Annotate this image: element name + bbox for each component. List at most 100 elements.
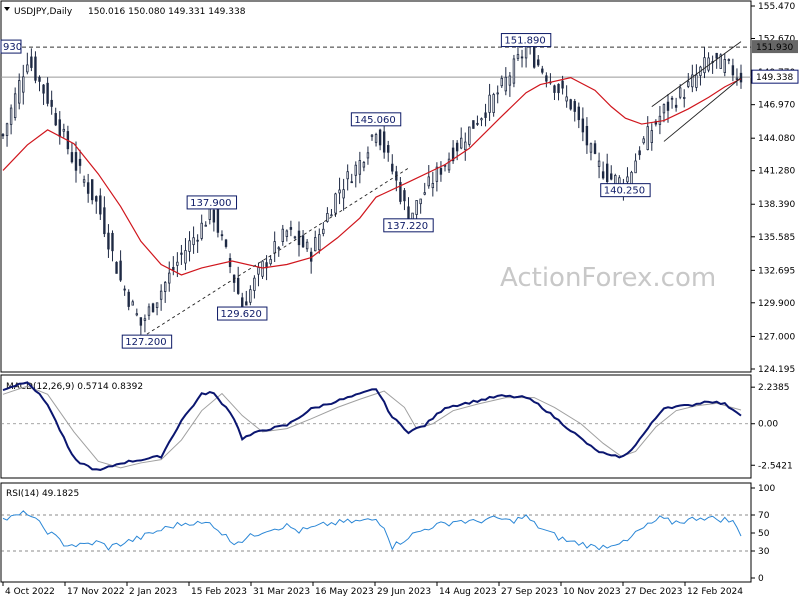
candle-body <box>532 47 536 68</box>
candle-body <box>610 173 613 180</box>
candle-body <box>358 160 362 175</box>
candle-body <box>537 59 540 66</box>
candle-body <box>159 290 163 300</box>
candle-body <box>135 313 139 316</box>
candle-body <box>289 227 293 230</box>
candle-body <box>666 101 670 111</box>
candle-body <box>91 179 94 201</box>
candle-body <box>111 232 114 252</box>
candle-body <box>362 162 366 168</box>
candle-body <box>561 80 564 89</box>
candle-body <box>703 57 706 74</box>
candle-body <box>378 129 382 146</box>
watermark: ActionForex.com <box>500 263 716 293</box>
symbol-header: USDJPY,Daily 150.016 150.080 149.331 149… <box>4 7 246 17</box>
candle-body <box>249 289 252 303</box>
x-tick-label: 15 Feb 2023 <box>191 587 247 597</box>
candle-body <box>674 104 678 108</box>
candle-body <box>569 99 572 110</box>
candle-body <box>86 182 90 194</box>
candle-body <box>168 272 171 284</box>
candle-body <box>119 260 122 281</box>
candle-body <box>350 181 353 184</box>
resistance-price-box <box>752 40 798 54</box>
y-tick-label: 141.280 <box>758 167 795 177</box>
candle-body <box>253 277 256 291</box>
candle-body <box>504 76 508 92</box>
candle-body <box>695 74 698 88</box>
price-annotation-box <box>600 183 651 198</box>
resistance-left-label: 930 <box>3 42 22 53</box>
y-tick-label: 135.585 <box>758 233 795 243</box>
candle-body <box>719 54 722 69</box>
candle-body <box>176 261 179 266</box>
candle-body <box>727 59 731 61</box>
price-annotation-label: 127.200 <box>125 337 166 348</box>
candle-body <box>581 118 585 133</box>
candle-body <box>488 94 491 113</box>
candle-body <box>54 113 57 126</box>
candle-body <box>650 130 653 143</box>
macd-y-tick-label: 2.2385 <box>758 383 790 393</box>
candle-body <box>46 82 49 104</box>
candle-body <box>662 104 666 114</box>
candle-body <box>707 57 710 71</box>
candle-body <box>107 232 110 250</box>
x-tick-label: 4 Oct 2022 <box>5 587 55 597</box>
candle-body <box>42 84 45 94</box>
x-tick-label: 17 Nov 2022 <box>67 587 125 597</box>
collapse-triangle-icon[interactable] <box>4 7 10 11</box>
candle-body <box>545 75 548 82</box>
candle-body <box>50 99 53 107</box>
candle-body <box>180 252 183 255</box>
candle-body <box>9 107 13 125</box>
price-annotation-box <box>121 334 173 349</box>
candle-body <box>391 163 394 172</box>
trendline-channel-lower-2 <box>663 77 742 142</box>
candle-body <box>585 125 589 146</box>
candle-body <box>34 56 37 81</box>
candle-body <box>228 258 232 268</box>
y-tick-label: 129.900 <box>758 299 795 309</box>
candle-body <box>1 134 5 137</box>
candle-body <box>95 196 98 202</box>
candle-body <box>277 247 280 250</box>
candle-body <box>382 131 386 153</box>
price-annotation-label: 140.250 <box>604 186 645 197</box>
candle-body <box>553 85 556 93</box>
y-tick-label: 132.695 <box>758 266 795 276</box>
candle-body <box>573 101 576 112</box>
candle-body <box>524 46 528 59</box>
candle-body <box>200 222 203 239</box>
trendline-channel-lower <box>146 167 409 335</box>
candle-body <box>58 119 61 137</box>
candle-body <box>399 181 402 202</box>
candle-body <box>236 277 240 294</box>
candle-body <box>18 80 21 104</box>
candle-body <box>589 143 593 153</box>
candle-body <box>516 54 520 59</box>
candle-body <box>103 207 106 235</box>
candle-body <box>224 239 228 247</box>
candle-body <box>318 234 321 251</box>
candle-body <box>512 58 516 84</box>
candle-body <box>464 141 467 151</box>
candle-body <box>435 166 439 182</box>
x-tick-label: 2 Jan 2023 <box>129 587 177 597</box>
y-tick-label: 155.470 <box>758 2 795 12</box>
candle-body <box>455 142 459 152</box>
candle-body <box>577 106 581 121</box>
candle-body <box>13 93 17 118</box>
price-annotation-label: 145.060 <box>354 115 395 126</box>
candle-body <box>638 150 641 156</box>
candle-body <box>387 145 390 153</box>
rsi-line <box>2 510 742 551</box>
candle-body <box>99 195 102 215</box>
candle-body <box>366 152 370 159</box>
candle-body <box>557 83 560 94</box>
candle-body <box>354 164 357 176</box>
candle-body <box>423 192 426 195</box>
current-price-box <box>751 69 799 84</box>
moving-average-line <box>2 76 742 276</box>
price-annotation-box <box>383 218 434 233</box>
